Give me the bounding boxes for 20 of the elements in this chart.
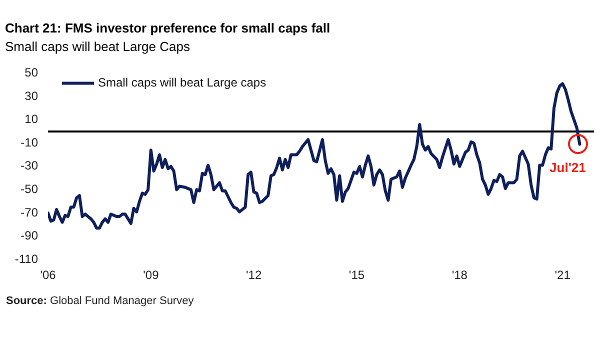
chart-title: Chart 21: FMS investor preference for small caps fall [5, 20, 330, 36]
x-tick-label: '15 [348, 268, 365, 282]
x-tick-label: '09 [143, 268, 160, 282]
source-note: Source: Global Fund Manager Survey [6, 295, 194, 307]
y-tick-label: 30 [24, 88, 38, 103]
x-tick-label: '21 [554, 268, 571, 282]
y-tick-label: -90 [20, 228, 38, 243]
x-tick-label: '12 [246, 268, 262, 282]
y-tick-label: -30 [20, 158, 38, 173]
y-tick-label: 50 [24, 66, 38, 80]
annotation: Jul'21 [550, 160, 586, 175]
chart-subtitle: Small caps will beat Large Caps [5, 38, 190, 54]
y-tick-label: -10 [20, 135, 38, 150]
y-tick-label: -70 [20, 205, 38, 220]
y-tick-label: -110 [14, 252, 38, 266]
x-tick-label: '06 [40, 268, 56, 282]
y-tick-label: 10 [24, 112, 38, 126]
legend-label: Small caps will beat Large caps [98, 76, 266, 90]
y-tick-label: -50 [20, 182, 38, 196]
x-tick-label: '18 [452, 268, 468, 282]
